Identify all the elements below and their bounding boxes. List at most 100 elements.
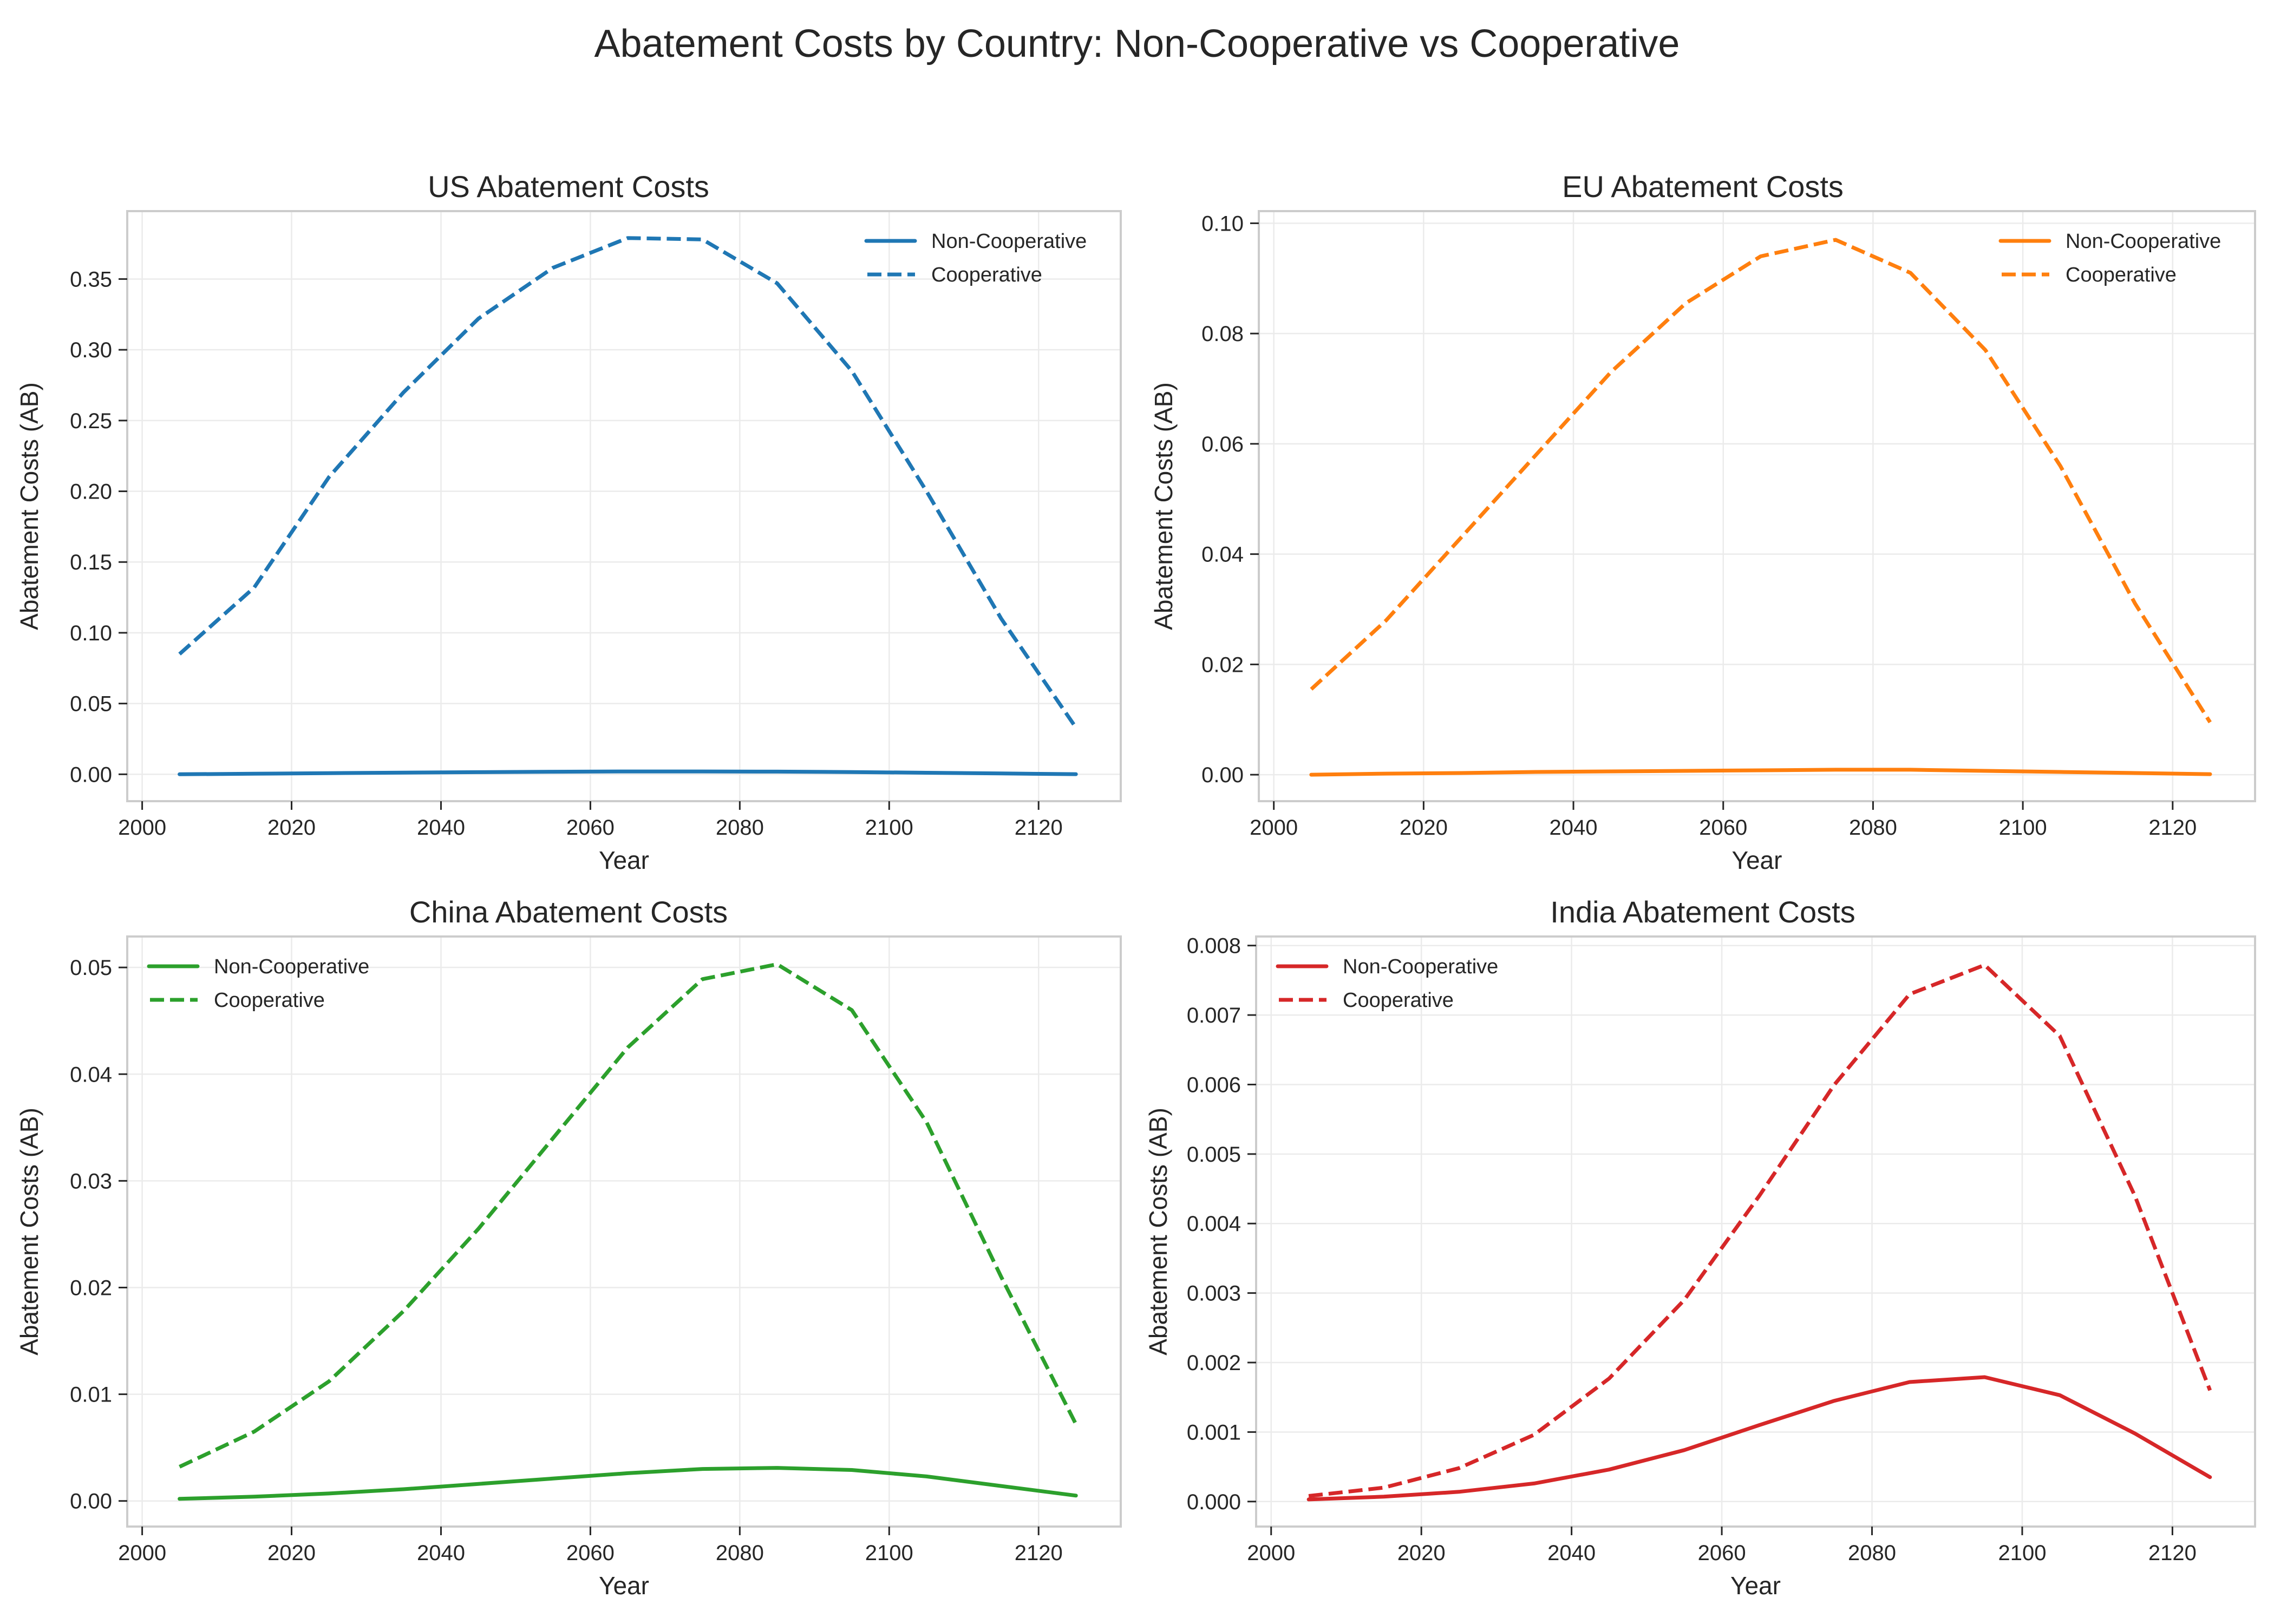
y-tick-label: 0.06 xyxy=(1201,433,1244,456)
chart-us: 2000 2020 2040 2060 2080 2100 2120 0.00 0.05 0.10… xyxy=(15,210,1122,874)
y-tick-label: 0.002 xyxy=(1187,1351,1241,1375)
x-axis-label: Year xyxy=(1732,846,1782,874)
y-tick-label: 0.35 xyxy=(70,267,112,291)
y-tick-label: 0.004 xyxy=(1187,1212,1241,1236)
x-tick-label: 2080 xyxy=(1849,816,1897,840)
y-tick-label: 0.005 xyxy=(1187,1143,1241,1167)
y-tick-label: 0.10 xyxy=(70,621,112,645)
x-tick-label: 2120 xyxy=(1015,1541,1063,1565)
chart-china: 2000 2020 2040 2060 2080 2100 2120 0.00 0.01 0.02… xyxy=(15,935,1122,1600)
y-tick-label: 0.003 xyxy=(1187,1282,1241,1306)
x-tick-label: 2120 xyxy=(2148,1541,2197,1565)
y-tick-label: 0.05 xyxy=(70,956,112,980)
legend-label-non-cooperative: Non-Cooperative xyxy=(214,955,369,978)
subplot-title: India Abatement Costs xyxy=(1550,895,1855,929)
x-axis-label: Year xyxy=(1730,1571,1781,1600)
x-tick-label: 2080 xyxy=(1848,1541,1896,1565)
legend: Non-Cooperative Cooperative xyxy=(1998,230,2221,286)
legend-label-cooperative: Cooperative xyxy=(2066,264,2177,286)
chart-eu: 2000 2020 2040 2060 2080 2100 2120 0.00 0.02 0.04… xyxy=(1149,210,2256,874)
panel-india: India Abatement Costs 2000 2020 2040 2060 20… xyxy=(1134,888,2271,1613)
x-tick-label: 2000 xyxy=(118,1541,166,1565)
legend-label-cooperative: Cooperative xyxy=(931,264,1042,286)
y-tick-label: 0.02 xyxy=(1201,653,1244,677)
y-tick-label: 0.008 xyxy=(1187,934,1241,958)
x-tick-label: 2020 xyxy=(267,816,316,840)
y-tick-label: 0.25 xyxy=(70,409,112,433)
x-tick-label: 2020 xyxy=(267,1541,316,1565)
y-tick-label: 0.15 xyxy=(70,551,112,574)
y-tick-label: 0.01 xyxy=(70,1383,112,1407)
x-tick-label: 2080 xyxy=(716,816,764,840)
subplot-title: China Abatement Costs xyxy=(409,895,728,929)
x-tick-label: 2040 xyxy=(417,816,465,840)
y-axis-label: Abatement Costs (AB) xyxy=(15,382,43,630)
y-tick-label: 0.00 xyxy=(70,1490,112,1514)
y-axis-label: Abatement Costs (AB) xyxy=(1144,1108,1172,1355)
y-tick-label: 0.04 xyxy=(70,1063,112,1086)
x-tick-label: 2060 xyxy=(566,1541,615,1565)
series-line-non-cooperative xyxy=(178,769,1078,776)
series-line-non-cooperative xyxy=(1306,1375,2212,1502)
y-tick-label: 0.20 xyxy=(70,480,112,504)
y-tick-label: 0.000 xyxy=(1187,1490,1241,1514)
x-tick-label: 2120 xyxy=(1015,816,1063,840)
legend-label-non-cooperative: Non-Cooperative xyxy=(2066,230,2221,253)
y-axis-label: Abatement Costs (AB) xyxy=(15,1108,43,1355)
series-line-non-cooperative xyxy=(178,1466,1078,1501)
x-tick-label: 2100 xyxy=(1999,816,2047,840)
panel-eu: EU Abatement Costs 2000 2020 2040 2060 2080 2… xyxy=(1134,162,2271,888)
x-tick-label: 2000 xyxy=(1250,816,1298,840)
subplot-title: US Abatement Costs xyxy=(428,169,709,204)
legend: Non-Cooperative Cooperative xyxy=(147,955,369,1012)
x-tick-label: 2100 xyxy=(865,816,913,840)
x-tick-label: 2100 xyxy=(865,1541,913,1565)
x-axis-label: Year xyxy=(599,1571,649,1600)
x-tick-label: 2120 xyxy=(2148,816,2197,840)
x-tick-label: 2040 xyxy=(1547,1541,1596,1565)
legend: Non-Cooperative Cooperative xyxy=(1276,955,1498,1012)
y-tick-label: 0.10 xyxy=(1201,212,1244,235)
y-tick-label: 0.08 xyxy=(1201,322,1244,346)
x-tick-label: 2060 xyxy=(566,816,615,840)
y-tick-label: 0.00 xyxy=(70,763,112,787)
x-tick-label: 2060 xyxy=(1698,1541,1746,1565)
x-tick-label: 2000 xyxy=(1247,1541,1295,1565)
y-tick-label: 0.30 xyxy=(70,338,112,362)
x-axis-label: Year xyxy=(599,846,649,874)
subplot-title: EU Abatement Costs xyxy=(1562,169,1844,204)
x-tick-label: 2080 xyxy=(716,1541,764,1565)
y-tick-label: 0.05 xyxy=(70,692,112,716)
legend-label-cooperative: Cooperative xyxy=(1343,989,1454,1012)
series-line-cooperative xyxy=(178,236,1078,729)
plot-frame xyxy=(1255,935,2256,1528)
legend: Non-Cooperative Cooperative xyxy=(864,230,1087,286)
x-tick-label: 2040 xyxy=(1550,816,1598,840)
x-tick-label: 2020 xyxy=(1400,816,1448,840)
legend-label-non-cooperative: Non-Cooperative xyxy=(931,230,1087,253)
plot-frame xyxy=(126,935,1122,1528)
chart-india: 2000 2020 2040 2060 2080 2100 2120 0.000 0.001 0.… xyxy=(1144,934,2256,1600)
series-line-cooperative xyxy=(1310,238,2212,724)
y-tick-label: 0.03 xyxy=(70,1169,112,1193)
y-tick-label: 0.02 xyxy=(70,1276,112,1300)
x-tick-label: 2020 xyxy=(1397,1541,1446,1565)
y-axis-label: Abatement Costs (AB) xyxy=(1149,382,1178,630)
y-tick-label: 0.001 xyxy=(1187,1420,1241,1444)
y-tick-label: 0.00 xyxy=(1201,763,1244,787)
panel-china: China Abatement Costs 2000 2020 2040 2060 20… xyxy=(0,888,1137,1613)
series-line-cooperative xyxy=(179,962,1078,1469)
x-tick-label: 2040 xyxy=(417,1541,465,1565)
panel-us: US Abatement Costs 2000 2020 2040 2060 2080 2… xyxy=(0,162,1137,888)
legend-label-cooperative: Cooperative xyxy=(214,989,325,1012)
figure-title: Abatement Costs by Country: Non-Cooperat… xyxy=(594,22,1680,66)
x-tick-label: 2000 xyxy=(118,816,166,840)
plot-frame xyxy=(126,210,1122,802)
y-tick-label: 0.007 xyxy=(1187,1004,1241,1027)
y-tick-label: 0.006 xyxy=(1187,1073,1241,1097)
plot-frame xyxy=(1258,210,2256,802)
x-tick-label: 2060 xyxy=(1699,816,1747,840)
series-line-cooperative xyxy=(1308,963,2212,1498)
series-line-non-cooperative xyxy=(1309,768,2212,777)
legend-label-non-cooperative: Non-Cooperative xyxy=(1343,955,1498,978)
